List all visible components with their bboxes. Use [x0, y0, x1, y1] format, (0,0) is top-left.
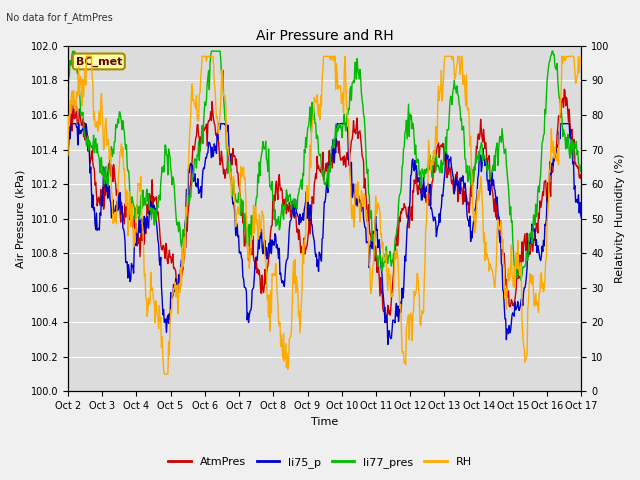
- Legend: AtmPres, li75_p, li77_pres, RH: AtmPres, li75_p, li77_pres, RH: [164, 452, 476, 472]
- Y-axis label: Relativity Humidity (%): Relativity Humidity (%): [615, 154, 625, 283]
- Y-axis label: Air Pressure (kPa): Air Pressure (kPa): [15, 169, 25, 268]
- X-axis label: Time: Time: [311, 417, 339, 427]
- Text: No data for f_AtmPres: No data for f_AtmPres: [6, 12, 113, 23]
- Text: BC_met: BC_met: [76, 56, 122, 67]
- Title: Air Pressure and RH: Air Pressure and RH: [256, 29, 394, 43]
